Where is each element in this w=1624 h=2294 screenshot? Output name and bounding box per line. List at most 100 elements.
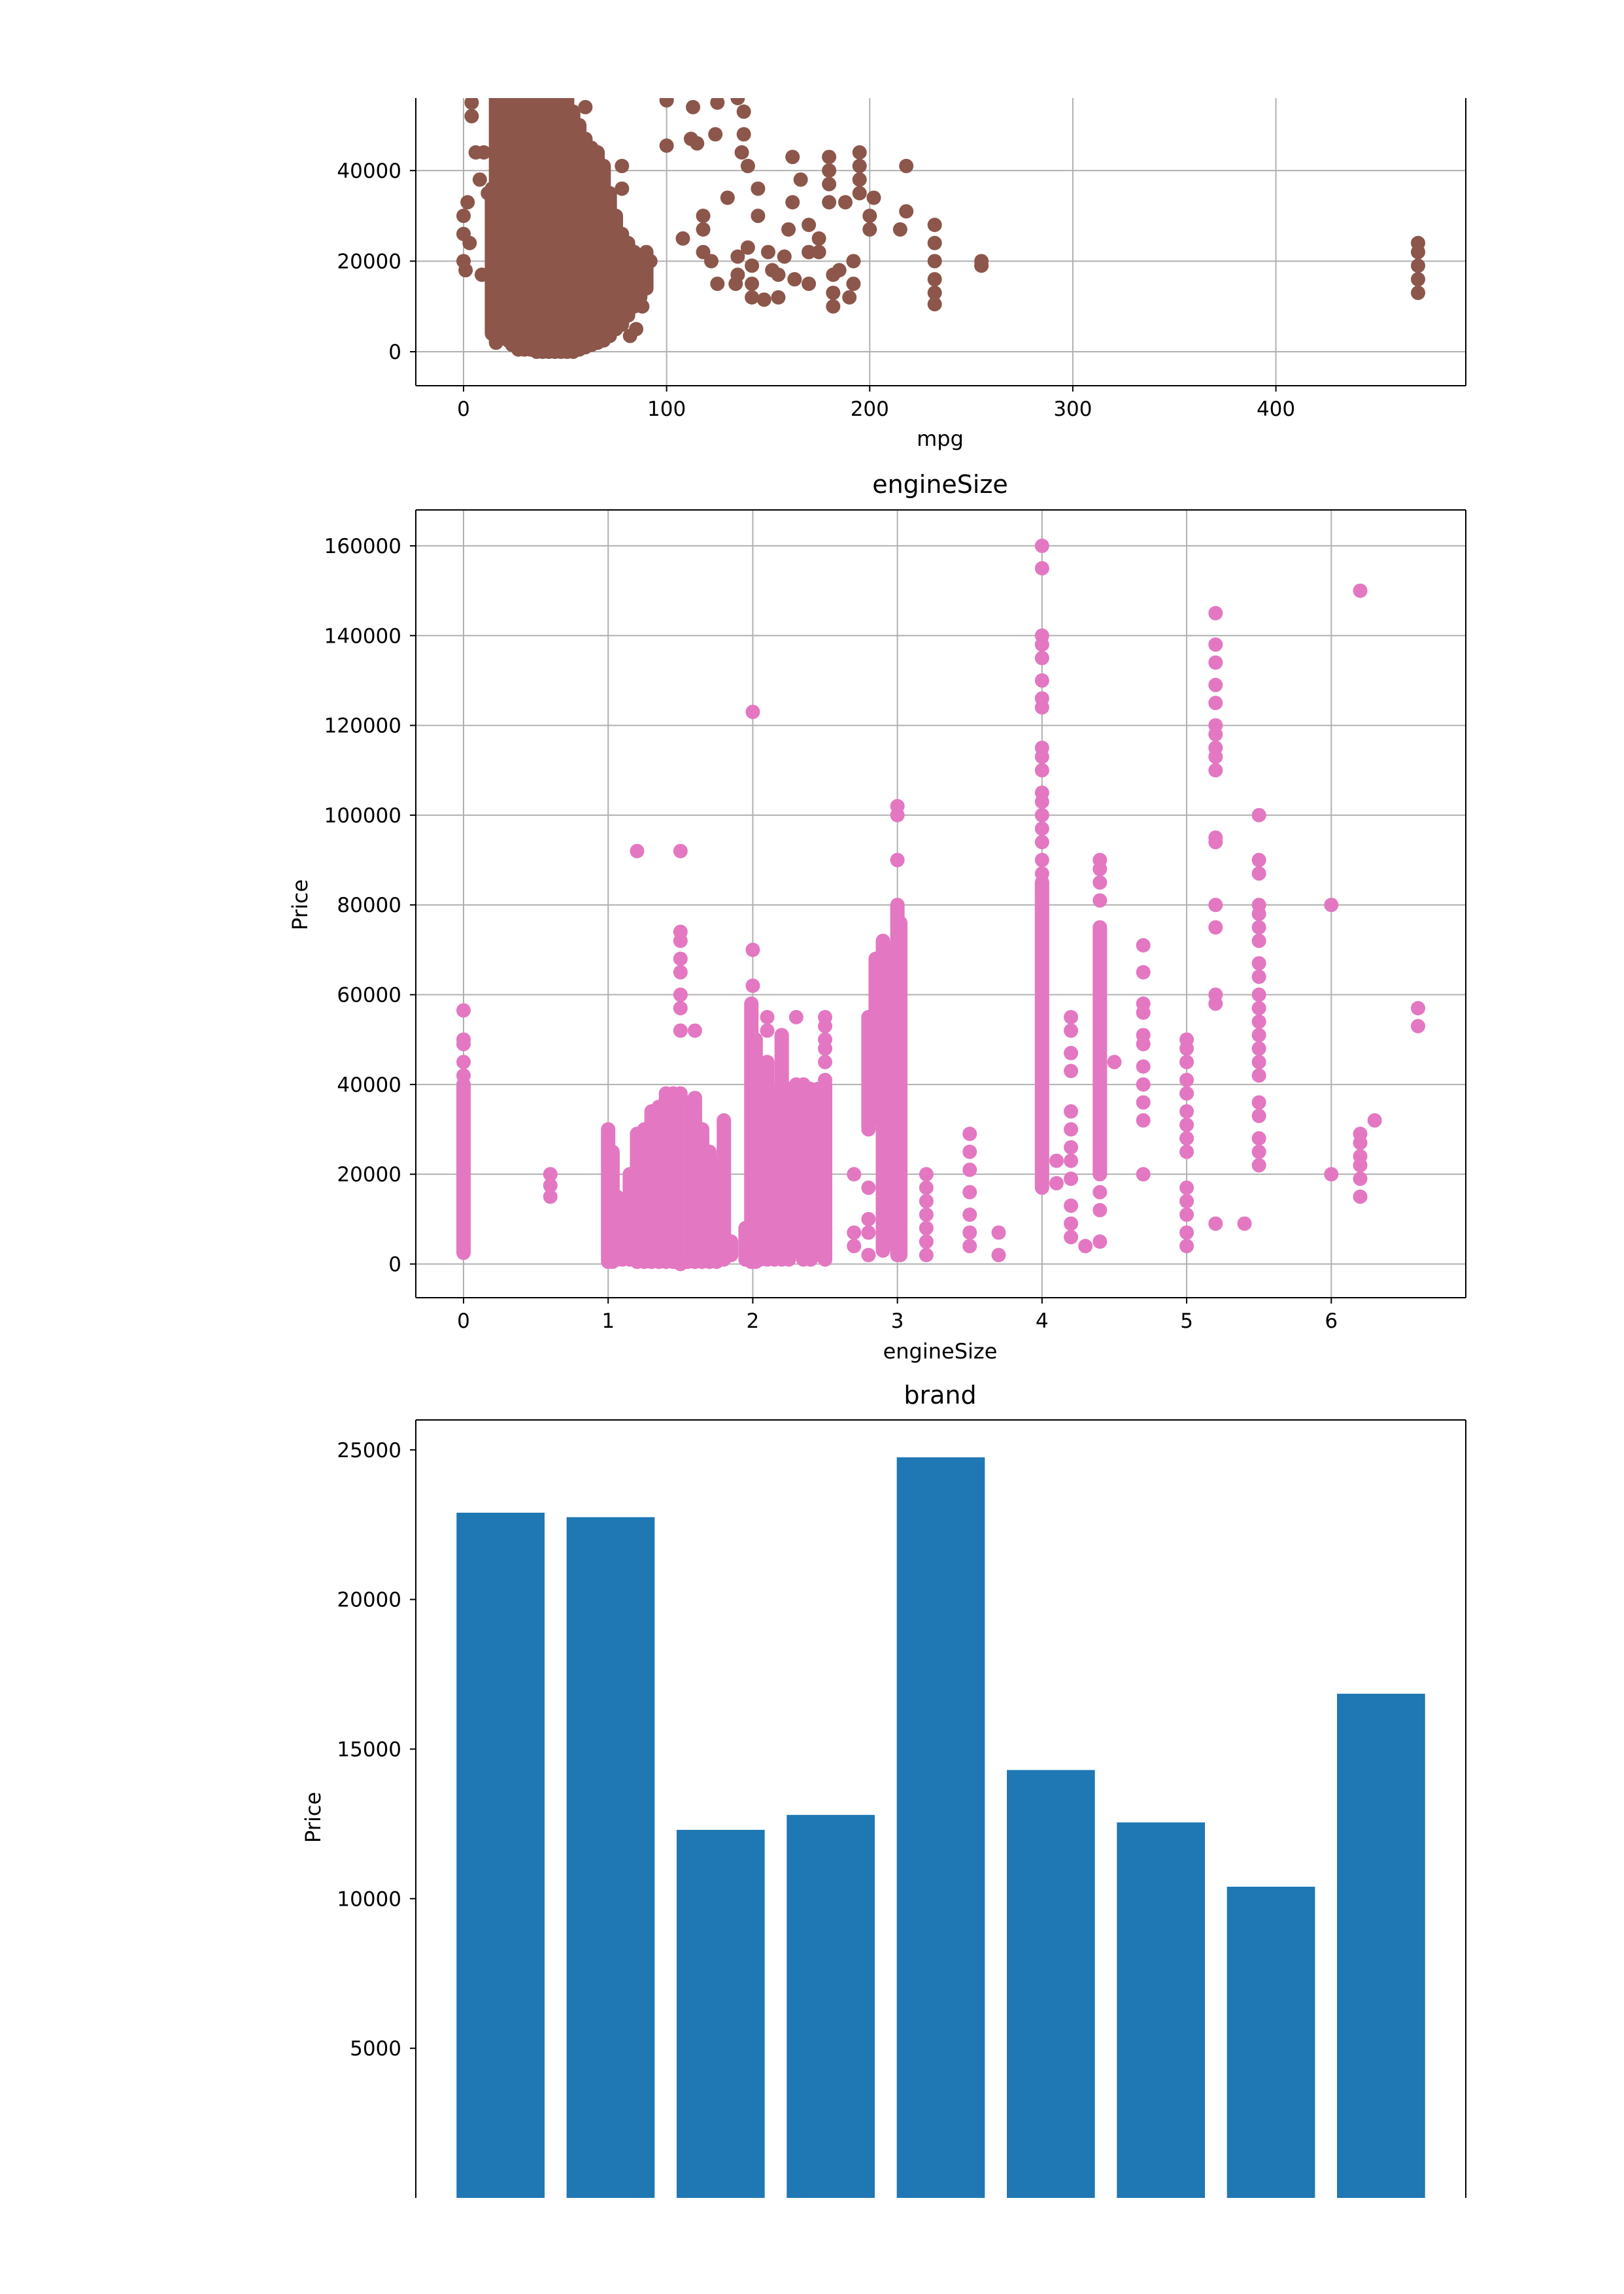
data-point: [919, 1234, 934, 1249]
data-point: [1324, 898, 1339, 913]
data-point: [1208, 920, 1223, 935]
data-point: [1049, 1175, 1064, 1190]
data-point: [608, 322, 623, 337]
data-point: [1251, 1095, 1266, 1110]
x-tick-label: 1: [601, 1309, 615, 1333]
data-point: [1251, 1144, 1266, 1159]
data-point: [464, 109, 479, 124]
x-tick-label: 300: [1053, 397, 1092, 421]
bar: [566, 1517, 655, 2198]
x-tick-label: 6: [1325, 1309, 1338, 1333]
data-point: [861, 1247, 876, 1262]
data-point: [846, 254, 861, 269]
data-point: [1034, 673, 1049, 688]
data-point: [1064, 1023, 1079, 1038]
data-point: [899, 204, 914, 219]
data-point: [1064, 1104, 1079, 1119]
data-point: [861, 1225, 876, 1240]
data-point: [507, 331, 522, 346]
data-point: [462, 235, 477, 250]
data-point: [1411, 235, 1425, 250]
data-point: [1411, 1001, 1425, 1016]
data-point: [615, 158, 630, 173]
data-point: [842, 290, 857, 305]
data-point: [659, 138, 674, 153]
data-point: [456, 209, 471, 224]
data-point: [730, 98, 745, 105]
enginesize-ticks: 0 1 2 3 4 5 6 0 20000 40000 60000 80000 100000 120000…: [324, 535, 1338, 1333]
bar: [896, 1457, 985, 2198]
data-point: [578, 335, 593, 350]
data-point: [1411, 258, 1425, 273]
data-point: [1251, 934, 1266, 949]
data-point: [1251, 906, 1266, 921]
data-point-cluster: [717, 1113, 732, 1267]
data-point: [1034, 749, 1049, 764]
data-point: [708, 127, 723, 142]
data-point: [962, 1126, 977, 1141]
data-point: [1208, 898, 1223, 913]
data-point: [1034, 835, 1049, 850]
data-point: [1179, 1144, 1194, 1159]
data-point: [1136, 1077, 1151, 1092]
data-point: [1208, 996, 1223, 1011]
data-point: [1208, 605, 1223, 620]
enginesize-points: [456, 538, 1425, 1272]
data-point: [818, 1019, 833, 1034]
data-point: [1179, 1041, 1194, 1056]
data-point: [962, 1239, 977, 1254]
data-point: [456, 1054, 471, 1070]
data-point: [1251, 1028, 1266, 1043]
bar: [1337, 1693, 1425, 2198]
data-point: [1064, 1230, 1079, 1245]
data-point: [1078, 1239, 1093, 1254]
data-point: [962, 1144, 977, 1159]
data-point: [818, 1041, 833, 1056]
data-point: [730, 249, 745, 264]
data-point: [751, 181, 766, 196]
data-point: [720, 190, 735, 205]
data-point: [1064, 1139, 1079, 1155]
data-point: [1324, 1167, 1339, 1182]
data-point: [847, 1167, 862, 1182]
data-point: [673, 951, 688, 966]
data-point: [962, 1225, 977, 1240]
data-point: [1353, 1172, 1368, 1187]
brand-bar-panel: brand 5000 10000 15000 20000 25000 Price: [301, 1381, 1466, 2198]
data-point: [1034, 763, 1049, 778]
data-point: [1411, 272, 1425, 287]
mpg-scatter-panel: 0 100 200 300 400 0 20000 40000 mpg: [337, 98, 1466, 451]
data-point: [802, 218, 817, 233]
y-tick-label: 25000: [337, 1439, 401, 1462]
data-point: [861, 1180, 876, 1195]
data-point: [1064, 1153, 1079, 1168]
data-point: [673, 965, 688, 980]
data-point: [892, 222, 907, 237]
mpg-ticks: 0 100 200 300 400 0 20000 40000: [337, 160, 1295, 421]
data-point: [927, 235, 942, 250]
data-point: [1251, 1068, 1266, 1083]
data-point: [1251, 1131, 1266, 1146]
x-tick-label: 0: [457, 397, 470, 421]
y-tick-label: 40000: [337, 160, 401, 183]
data-point: [702, 1144, 717, 1159]
data-point: [1136, 1167, 1151, 1182]
bar: [1007, 1770, 1095, 2198]
data-point: [785, 150, 800, 165]
data-point: [710, 98, 725, 110]
data-point: [472, 172, 487, 187]
data-point: [1179, 1239, 1194, 1254]
enginesize-x-axis-label: engineSize: [883, 1339, 998, 1364]
mpg-points: [456, 98, 1425, 360]
data-point: [974, 254, 989, 269]
data-point: [740, 240, 755, 255]
y-tick-label: 20000: [337, 250, 401, 273]
enginesize-scatter-panel: engineSize 0 1 2 3 4 5 6 0 20000 40000 60000 80000 1…: [288, 470, 1466, 1364]
data-point: [745, 258, 760, 273]
data-point: [673, 843, 688, 858]
data-point: [736, 127, 751, 142]
data-point: [1251, 807, 1266, 822]
data-point: [740, 158, 755, 173]
x-tick-label: 200: [851, 397, 889, 421]
data-point: [1208, 727, 1223, 742]
